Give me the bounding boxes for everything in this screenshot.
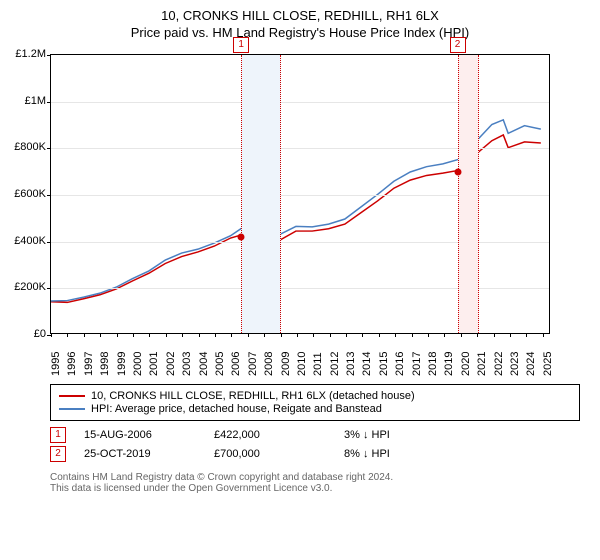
marker-date-2: 25-OCT-2019	[84, 448, 214, 460]
marker-date-1: 15-AUG-2006	[84, 429, 214, 441]
legend-swatch-property	[59, 395, 85, 397]
chart: 12 £0£200K£400K£600K£800K£1M£1.2M1995199…	[0, 48, 560, 378]
legend-label-property: 10, CRONKS HILL CLOSE, REDHILL, RH1 6LX …	[91, 390, 415, 402]
y-axis-label: £1.2M	[0, 48, 46, 60]
footer-line-1: Contains HM Land Registry data © Crown c…	[50, 472, 580, 483]
y-axis-label: £800K	[0, 141, 46, 153]
y-axis-label: £600K	[0, 188, 46, 200]
marker-delta-1: 3% ↓ HPI	[344, 429, 474, 441]
marker-badge-1: 1	[50, 427, 66, 443]
marker-table: 1 15-AUG-2006 £422,000 3% ↓ HPI 2 25-OCT…	[50, 427, 580, 462]
title-line-1: 10, CRONKS HILL CLOSE, REDHILL, RH1 6LX	[0, 8, 600, 23]
y-axis-label: £0	[0, 328, 46, 340]
legend-label-hpi: HPI: Average price, detached house, Reig…	[91, 403, 382, 415]
footer: Contains HM Land Registry data © Crown c…	[50, 472, 580, 494]
marker-price-1: £422,000	[214, 429, 344, 441]
legend-block: 10, CRONKS HILL CLOSE, REDHILL, RH1 6LX …	[50, 384, 580, 462]
x-axis-label: 2025	[542, 352, 582, 376]
marker-row-2: 2 25-OCT-2019 £700,000 8% ↓ HPI	[50, 446, 580, 462]
marker-price-2: £700,000	[214, 448, 344, 460]
y-axis-label: £200K	[0, 281, 46, 293]
legend-box: 10, CRONKS HILL CLOSE, REDHILL, RH1 6LX …	[50, 384, 580, 421]
y-axis-label: £400K	[0, 235, 46, 247]
title-line-2: Price paid vs. HM Land Registry's House …	[0, 25, 600, 40]
marker-flag-1: 1	[233, 37, 249, 53]
marker-flag-2: 2	[450, 37, 466, 53]
legend-swatch-hpi	[59, 408, 85, 410]
legend-item-hpi: HPI: Average price, detached house, Reig…	[59, 403, 571, 415]
marker-row-1: 1 15-AUG-2006 £422,000 3% ↓ HPI	[50, 427, 580, 443]
marker-dot-1	[238, 233, 245, 240]
title-block: 10, CRONKS HILL CLOSE, REDHILL, RH1 6LX …	[0, 0, 600, 40]
marker-delta-2: 8% ↓ HPI	[344, 448, 474, 460]
plot-area: 12	[50, 54, 550, 334]
marker-badge-2: 2	[50, 446, 66, 462]
y-axis-label: £1M	[0, 95, 46, 107]
legend-item-property: 10, CRONKS HILL CLOSE, REDHILL, RH1 6LX …	[59, 390, 571, 402]
marker-dot-2	[454, 168, 461, 175]
footer-line-2: This data is licensed under the Open Gov…	[50, 483, 580, 494]
